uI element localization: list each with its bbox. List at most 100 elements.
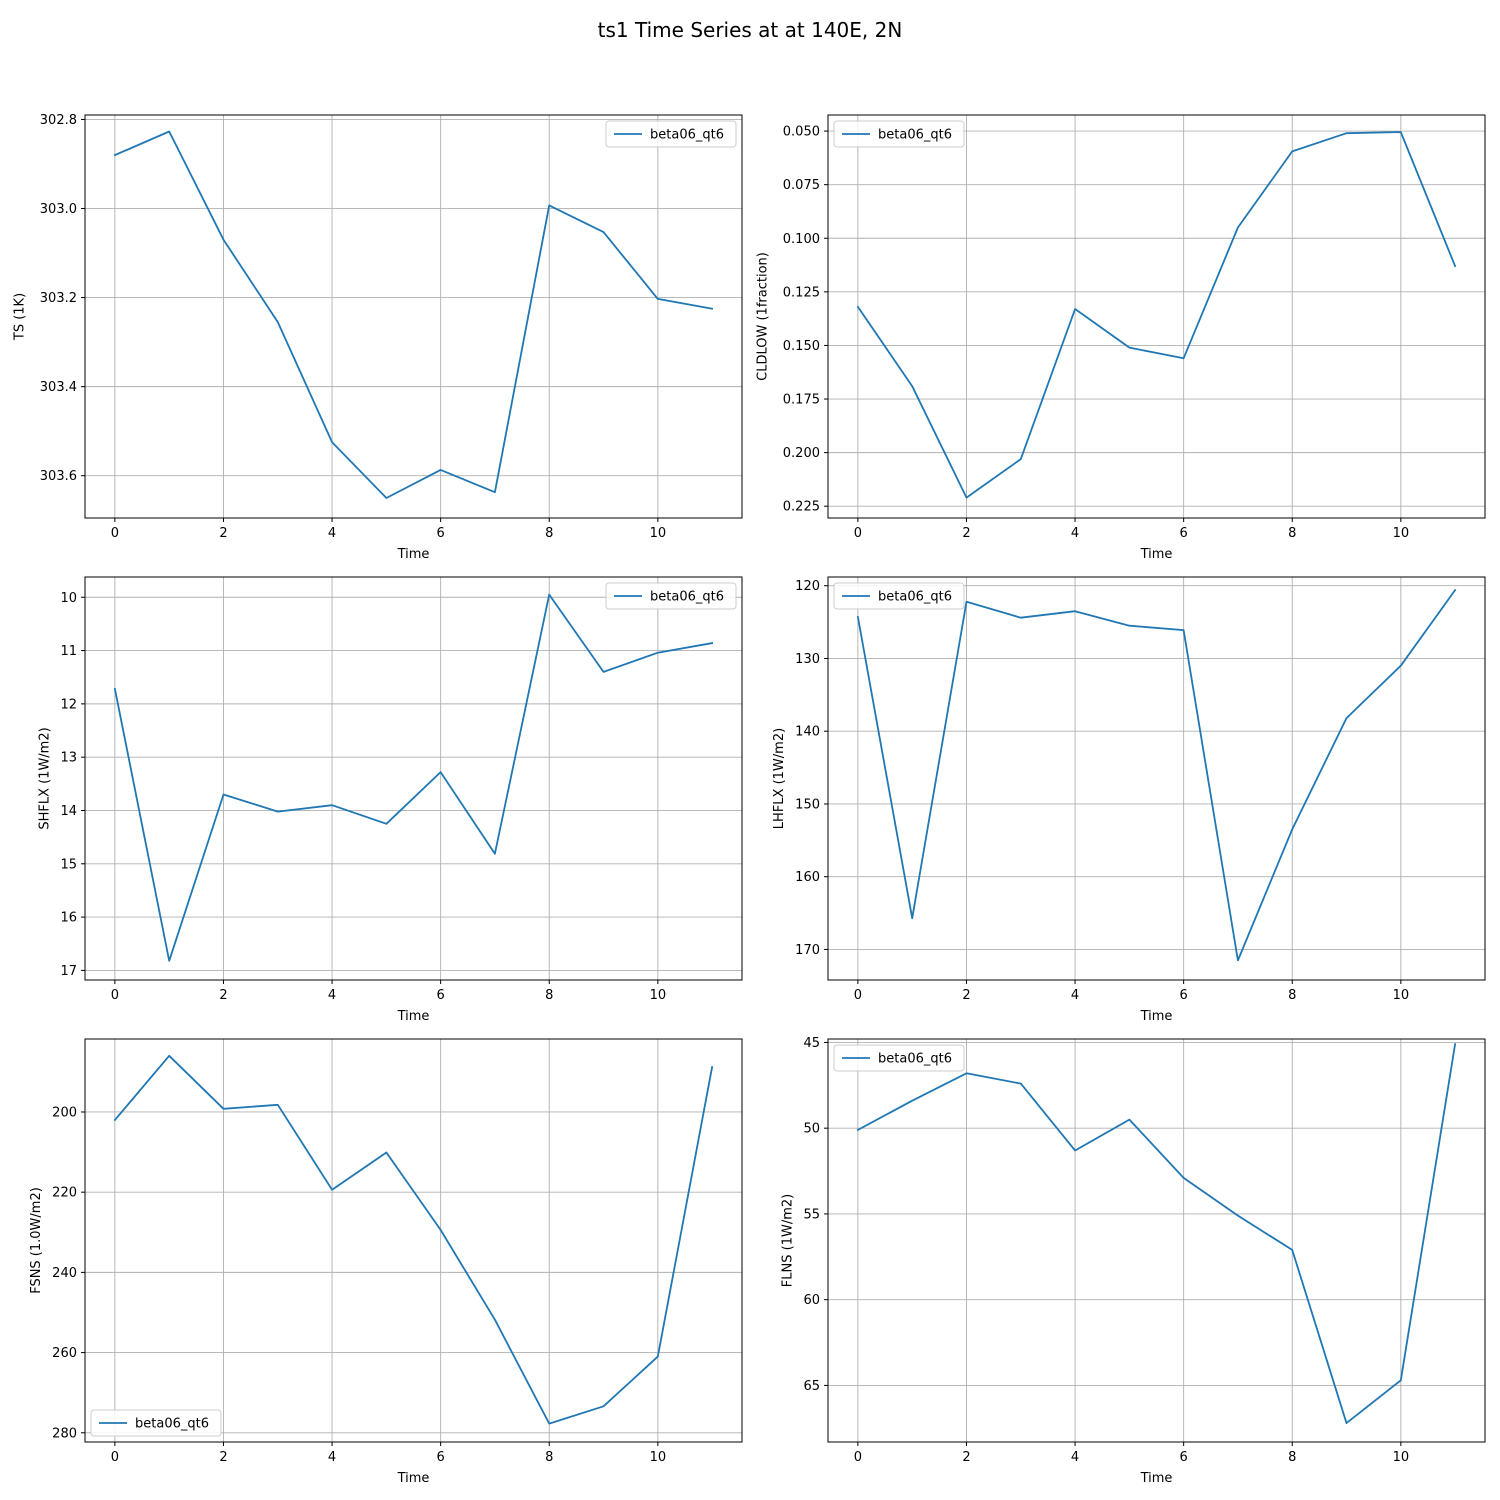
flns-y-axis-label: FLNS (1W/m2) [780, 1194, 795, 1287]
shflx-legend-label: beta06_qt6 [650, 590, 724, 605]
cldlow-legend-label: beta06_qt6 [878, 128, 952, 143]
ts-x-axis-label: Time [397, 547, 430, 562]
ts-y-axis-label: TS (1K) [13, 293, 28, 341]
cldlow-y-tick-label: 0.150 [783, 339, 820, 354]
shflx-x-tick-label: 4 [328, 988, 336, 1003]
ts-x-tick-label: 0 [111, 526, 119, 541]
lhflx-y-tick-label: 140 [795, 725, 820, 740]
flns-x-tick-label: 8 [1288, 1450, 1296, 1465]
ts-legend-box [605, 120, 737, 148]
shflx-x-tick-label: 10 [650, 988, 667, 1003]
fsns-x-tick-label: 8 [545, 1450, 553, 1465]
cldlow-y-tick-label: 0.175 [783, 393, 820, 408]
lhflx-axes-frame [827, 576, 1486, 981]
fsns-y-tick-label: 220 [52, 1186, 77, 1201]
ts-axes-frame [84, 114, 743, 519]
fsns-legend: beta06_qt6 [90, 1409, 222, 1437]
cldlow-axes-frame [827, 114, 1486, 519]
shflx-y-tick-label: 12 [60, 697, 77, 712]
flns-x-tick-label: 6 [1180, 1450, 1188, 1465]
ts-y-tick-label: 303.6 [40, 469, 77, 484]
cldlow-x-axis-label: Time [1140, 547, 1173, 562]
lhflx-x-tick-label: 0 [854, 988, 862, 1003]
shflx-panel: 0 2 4 6 8 10 10 11 12 13 14 15 16 17 Time SHFLX (1W/m2)… [37, 576, 743, 1024]
flns-legend-box [833, 1044, 965, 1072]
cldlow-y-tick-label: 0.125 [783, 285, 820, 300]
cldlow-x-tick-label: 6 [1180, 526, 1188, 541]
fsns-y-axis-label: FSNS (1.0W/m2) [29, 1187, 44, 1294]
ts-series-line [113, 130, 714, 499]
lhflx-legend-box [833, 582, 965, 610]
shflx-legend: beta06_qt6 [605, 582, 737, 610]
ts-x-tick-label: 10 [650, 526, 667, 541]
flns-legend: beta06_qt6 [833, 1044, 965, 1072]
lhflx-series-line [856, 588, 1457, 962]
lhflx-x-tick-label: 6 [1180, 988, 1188, 1003]
fsns-legend-label: beta06_qt6 [135, 1417, 209, 1432]
cldlow-y-tick-label: 0.075 [783, 178, 820, 193]
shflx-axes-frame [84, 576, 743, 981]
lhflx-y-tick-label: 160 [795, 870, 820, 885]
ts-panel: 0 2 4 6 8 10 302.8 303.0 303.2 303.4 303.6 Time TS (… [13, 113, 743, 562]
shflx-series-line [113, 593, 714, 962]
cldlow-y-tick-label: 0.225 [783, 500, 820, 515]
fsns-series-line [113, 1054, 714, 1425]
lhflx-x-tick-label: 10 [1393, 988, 1410, 1003]
shflx-legend-box [605, 582, 737, 610]
ts-y-tick-label: 303.4 [40, 380, 77, 395]
lhflx-x-tick-label: 2 [962, 988, 970, 1003]
shflx-y-tick-label: 14 [60, 804, 77, 819]
fsns-x-tick-label: 2 [219, 1450, 227, 1465]
fsns-panel: 0 2 4 6 8 10 200 220 240 260 280 Time FSNS (1.0W/m2)… [29, 1038, 743, 1486]
shflx-x-axis-label: Time [397, 1009, 430, 1024]
flns-x-tick-label: 10 [1393, 1450, 1410, 1465]
shflx-x-tick-label: 8 [545, 988, 553, 1003]
flns-y-tick-label: 55 [803, 1207, 820, 1222]
lhflx-panel: 0 2 4 6 8 10 120 130 140 150 160 170 Time LHFLX (1W/m… [772, 576, 1486, 1024]
shflx-y-tick-label: 13 [60, 751, 77, 766]
ts-x-tick-label: 4 [328, 526, 336, 541]
lhflx-legend: beta06_qt6 [833, 582, 965, 610]
cldlow-legend-box [833, 120, 965, 148]
flns-y-tick-label: 50 [803, 1122, 820, 1137]
ts-x-tick-label: 6 [437, 526, 445, 541]
flns-axes-frame [827, 1038, 1486, 1443]
flns-x-tick-label: 0 [854, 1450, 862, 1465]
ts-y-tick-label: 302.8 [40, 113, 77, 128]
ts-x-tick-label: 2 [219, 526, 227, 541]
shflx-y-tick-label: 11 [60, 644, 77, 659]
fsns-y-tick-label: 240 [52, 1266, 77, 1281]
fsns-x-tick-label: 0 [111, 1450, 119, 1465]
lhflx-y-tick-label: 120 [795, 579, 820, 594]
shflx-y-tick-label: 17 [60, 964, 77, 979]
cldlow-x-tick-label: 0 [854, 526, 862, 541]
cldlow-y-tick-label: 0.200 [783, 446, 820, 461]
fsns-x-axis-label: Time [397, 1471, 430, 1486]
fsns-y-tick-label: 280 [52, 1426, 77, 1441]
flns-x-axis-label: Time [1140, 1471, 1173, 1486]
shflx-y-tick-label: 16 [60, 911, 77, 926]
cldlow-legend: beta06_qt6 [833, 120, 965, 148]
lhflx-y-tick-label: 150 [795, 797, 820, 812]
fsns-x-tick-label: 4 [328, 1450, 336, 1465]
fsns-y-tick-label: 260 [52, 1346, 77, 1361]
flns-y-tick-label: 65 [803, 1379, 820, 1394]
cldlow-y-axis-label: CLDLOW (1fraction) [756, 252, 771, 381]
ts-y-tick-label: 303.0 [40, 202, 77, 217]
lhflx-x-tick-label: 8 [1288, 988, 1296, 1003]
shflx-x-tick-label: 2 [219, 988, 227, 1003]
cldlow-series-line [856, 131, 1457, 499]
fsns-x-tick-label: 10 [650, 1450, 667, 1465]
lhflx-x-tick-label: 4 [1071, 988, 1079, 1003]
shflx-y-tick-label: 15 [60, 857, 77, 872]
lhflx-legend-label: beta06_qt6 [878, 590, 952, 605]
flns-y-tick-label: 60 [803, 1293, 820, 1308]
ts-x-tick-label: 8 [545, 526, 553, 541]
fsns-axes-frame [84, 1038, 743, 1443]
fsns-y-tick-label: 200 [52, 1105, 77, 1120]
shflx-x-tick-label: 6 [437, 988, 445, 1003]
shflx-y-tick-label: 10 [60, 591, 77, 606]
flns-y-tick-label: 45 [803, 1036, 820, 1051]
